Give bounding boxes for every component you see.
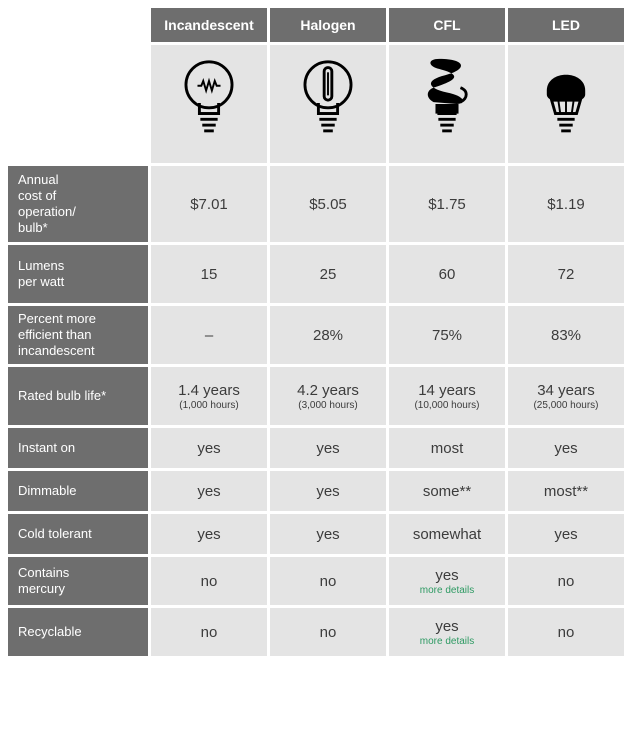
cell-value: 83% <box>551 327 581 344</box>
cell-value: no <box>201 573 218 590</box>
cell-value: yes <box>197 440 220 457</box>
cell-lumens-cfl: 60 <box>389 245 505 303</box>
cell-subvalue: (25,000 hours) <box>533 400 598 411</box>
cell-value: yes <box>435 618 458 635</box>
cell-value: most** <box>544 483 588 500</box>
incandescent-icon <box>151 45 267 163</box>
cell-efficiency-cfl: 75% <box>389 306 505 364</box>
cell-mercury-incandescent: no <box>151 557 267 605</box>
halogen-icon <box>270 45 386 163</box>
cell-annual_cost-cfl: $1.75 <box>389 166 505 242</box>
cell-subvalue: (1,000 hours) <box>179 400 238 411</box>
cell-mercury-halogen: no <box>270 557 386 605</box>
col-header-led: LED <box>508 8 624 42</box>
cell-instant_on-cfl: most <box>389 428 505 468</box>
cell-value: $5.05 <box>309 196 347 213</box>
cell-recyclable-halogen: no <box>270 608 386 656</box>
more-details-link[interactable]: more details <box>420 585 474 596</box>
cell-annual_cost-led: $1.19 <box>508 166 624 242</box>
cell-dimmable-led: most** <box>508 471 624 511</box>
cell-life-led: 34 years(25,000 hours) <box>508 367 624 425</box>
cell-dimmable-incandescent: yes <box>151 471 267 511</box>
cell-value: 1.4 years <box>178 382 240 399</box>
cell-subvalue: (3,000 hours) <box>298 400 357 411</box>
cell-life-incandescent: 1.4 years(1,000 hours) <box>151 367 267 425</box>
cell-recyclable-incandescent: no <box>151 608 267 656</box>
cell-value: yes <box>316 440 339 457</box>
cell-lumens-led: 72 <box>508 245 624 303</box>
row-label-annual_cost: Annual cost of operation/ bulb* <box>8 166 148 242</box>
row-label-cold: Cold tolerant <box>8 514 148 554</box>
cell-value: yes <box>554 526 577 543</box>
cell-value: 75% <box>432 327 462 344</box>
cell-efficiency-halogen: 28% <box>270 306 386 364</box>
cell-value: 72 <box>558 266 575 283</box>
cell-instant_on-led: yes <box>508 428 624 468</box>
cell-value: 28% <box>313 327 343 344</box>
cell-instant_on-halogen: yes <box>270 428 386 468</box>
col-header-halogen: Halogen <box>270 8 386 42</box>
cell-cold-incandescent: yes <box>151 514 267 554</box>
cell-value: 14 years <box>418 382 476 399</box>
comparison-table: Incandescent Halogen CFL LED <box>8 8 616 656</box>
cell-value: no <box>320 624 337 641</box>
row-label-instant_on: Instant on <box>8 428 148 468</box>
cell-value: yes <box>316 526 339 543</box>
row-label-mercury: Contains mercury <box>8 557 148 605</box>
cell-efficiency-led: 83% <box>508 306 624 364</box>
cell-annual_cost-incandescent: $7.01 <box>151 166 267 242</box>
cell-value: 34 years <box>537 382 595 399</box>
cell-recyclable-cfl: yesmore details <box>389 608 505 656</box>
header-spacer <box>8 8 148 42</box>
cell-value: – <box>205 327 213 344</box>
cell-value: no <box>201 624 218 641</box>
cell-life-halogen: 4.2 years(3,000 hours) <box>270 367 386 425</box>
cell-value: 15 <box>201 266 218 283</box>
cell-value: yes <box>197 526 220 543</box>
cell-value: yes <box>197 483 220 500</box>
led-icon <box>508 45 624 163</box>
cell-value: no <box>558 624 575 641</box>
cell-annual_cost-halogen: $5.05 <box>270 166 386 242</box>
cell-lumens-incandescent: 15 <box>151 245 267 303</box>
cell-value: yes <box>435 567 458 584</box>
cell-mercury-led: no <box>508 557 624 605</box>
cell-value: 4.2 years <box>297 382 359 399</box>
row-label-life: Rated bulb life* <box>8 367 148 425</box>
cell-value: somewhat <box>413 526 481 543</box>
cell-mercury-cfl: yesmore details <box>389 557 505 605</box>
cell-efficiency-incandescent: – <box>151 306 267 364</box>
cell-value: no <box>558 573 575 590</box>
cell-value: $1.75 <box>428 196 466 213</box>
cell-lumens-halogen: 25 <box>270 245 386 303</box>
cell-value: most <box>431 440 464 457</box>
row-label-lumens: Lumens per watt <box>8 245 148 303</box>
cell-dimmable-halogen: yes <box>270 471 386 511</box>
row-label-recyclable: Recyclable <box>8 608 148 656</box>
cell-subvalue: (10,000 hours) <box>414 400 479 411</box>
row-label-dimmable: Dimmable <box>8 471 148 511</box>
cell-value: 60 <box>439 266 456 283</box>
cell-cold-led: yes <box>508 514 624 554</box>
col-header-incandescent: Incandescent <box>151 8 267 42</box>
cfl-icon <box>389 45 505 163</box>
icon-row-spacer <box>8 45 148 163</box>
cell-dimmable-cfl: some** <box>389 471 505 511</box>
cell-value: $1.19 <box>547 196 585 213</box>
cell-cold-cfl: somewhat <box>389 514 505 554</box>
cell-life-cfl: 14 years(10,000 hours) <box>389 367 505 425</box>
cell-value: no <box>320 573 337 590</box>
cell-recyclable-led: no <box>508 608 624 656</box>
cell-value: 25 <box>320 266 337 283</box>
row-label-efficiency: Percent more efficient than incandescent <box>8 306 148 364</box>
cell-cold-halogen: yes <box>270 514 386 554</box>
cell-value: $7.01 <box>190 196 228 213</box>
col-header-cfl: CFL <box>389 8 505 42</box>
cell-instant_on-incandescent: yes <box>151 428 267 468</box>
cell-value: yes <box>316 483 339 500</box>
more-details-link[interactable]: more details <box>420 636 474 647</box>
cell-value: yes <box>554 440 577 457</box>
cell-value: some** <box>423 483 471 500</box>
